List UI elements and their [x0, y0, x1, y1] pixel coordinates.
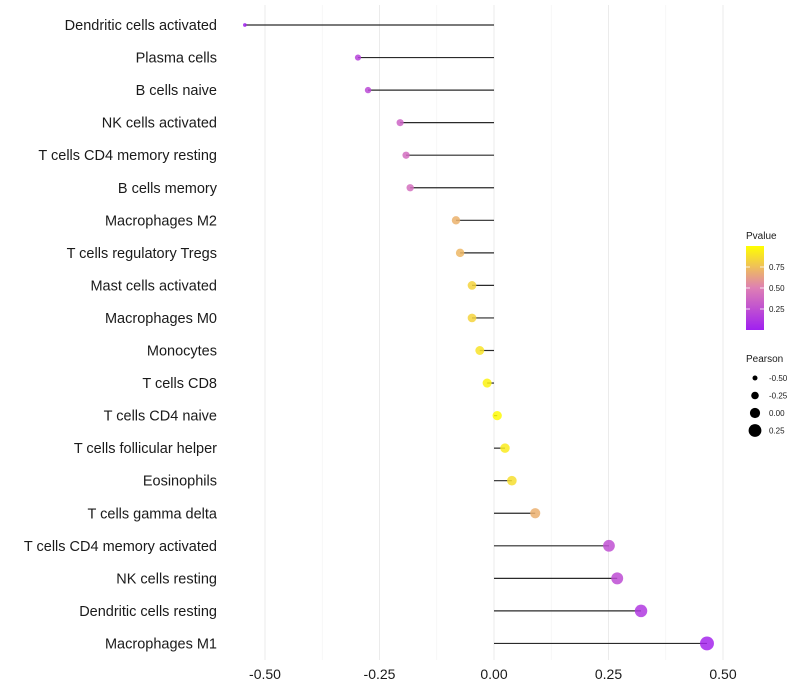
data-point: [455, 248, 465, 258]
data-point: [402, 151, 410, 159]
size-legend-dot: [751, 391, 759, 400]
color-legend-label: 0.25: [769, 305, 785, 314]
y-tick-label: Macrophages M0: [105, 311, 217, 327]
data-point: [634, 604, 648, 618]
color-legend-label: 0.50: [769, 284, 785, 293]
y-tick-label: Macrophages M1: [105, 636, 217, 652]
color-legend-ticks: 0.25 0.50 0.75: [746, 263, 785, 314]
size-legend-items: -0.50 -0.25 0.00 0.25: [748, 374, 788, 437]
y-tick-label: B cells memory: [118, 181, 218, 197]
size-legend-title: Pearson: [746, 354, 783, 365]
data-point: [396, 119, 404, 127]
y-axis-labels: Dendritic cells activated Plasma cells B c…: [24, 18, 218, 652]
data-point: [492, 410, 502, 421]
x-tick-label: 0.50: [709, 666, 736, 682]
x-axis-tick-labels: -0.50 -0.25 0.00 0.25 0.50: [249, 666, 737, 682]
y-tick-label: Macrophages M2: [105, 213, 217, 229]
size-legend-dot: [752, 375, 758, 381]
y-tick-label: T cells CD4 memory activated: [24, 539, 217, 555]
data-point: [482, 378, 492, 388]
size-legend-label: 0.00: [769, 409, 785, 418]
y-tick-label: Eosinophils: [143, 474, 217, 490]
data-point: [699, 636, 714, 651]
y-tick-label: T cells CD4 naive: [104, 409, 217, 425]
data-point: [406, 184, 414, 192]
y-tick-label: Dendritic cells activated: [65, 18, 217, 34]
data-point: [500, 443, 510, 453]
data-point: [603, 539, 615, 552]
x-tick-label: 0.00: [480, 666, 507, 682]
x-tick-label: 0.25: [595, 666, 622, 682]
data-point: [475, 346, 485, 355]
data-point: [354, 54, 362, 61]
data-point: [467, 281, 477, 290]
size-legend-label: -0.50: [769, 374, 788, 383]
data-point: [451, 216, 461, 225]
data-point: [611, 572, 624, 585]
y-tick-label: Monocytes: [147, 344, 217, 360]
size-legend-dot: [748, 424, 762, 437]
y-tick-label: T cells follicular helper: [74, 441, 217, 457]
y-tick-label: T cells CD8: [142, 376, 217, 392]
y-tick-label: NK cells activated: [102, 116, 217, 132]
data-point: [364, 86, 372, 94]
y-tick-label: Mast cells activated: [90, 278, 217, 294]
data-point: [467, 313, 477, 323]
y-tick-label: T cells gamma delta: [88, 506, 218, 522]
y-tick-label: Plasma cells: [136, 51, 217, 67]
legend: Pvalue 0.25 0.50 0.75 Pearson -0.50 -0.25 0.…: [746, 231, 788, 437]
x-tick-label: -0.50: [249, 666, 281, 682]
data-point: [530, 508, 541, 519]
y-tick-label: T cells CD4 memory resting: [38, 148, 217, 164]
size-legend-label: 0.25: [769, 427, 785, 436]
size-legend-label: -0.25: [769, 392, 788, 401]
data-point: [507, 475, 517, 486]
color-legend-title: Pvalue: [746, 231, 777, 242]
points: [243, 23, 714, 651]
size-legend-dot: [749, 407, 761, 419]
color-legend-bar: [746, 246, 764, 330]
color-legend-label: 0.75: [769, 263, 785, 272]
y-tick-label: NK cells resting: [116, 571, 217, 587]
stems: [244, 24, 707, 645]
grid-lines: [264, 5, 724, 660]
y-tick-label: T cells regulatory Tregs: [67, 246, 217, 262]
y-tick-label: B cells naive: [136, 83, 217, 99]
x-tick-label: -0.25: [364, 666, 396, 682]
y-tick-label: Dendritic cells resting: [79, 604, 217, 620]
data-point: [243, 23, 247, 27]
